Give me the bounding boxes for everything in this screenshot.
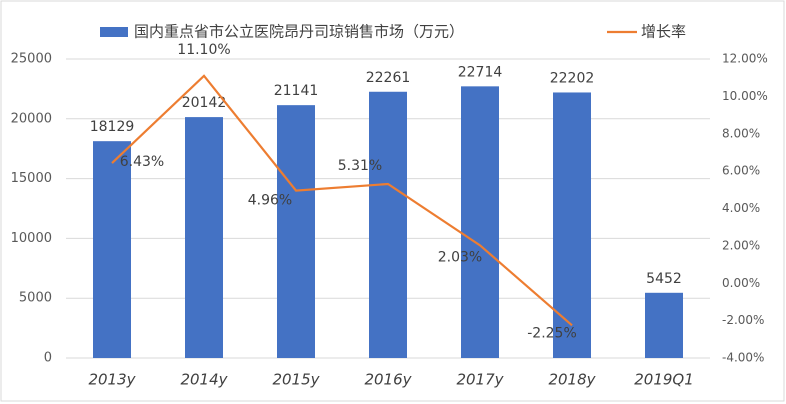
line-value-label: 2.03% xyxy=(438,249,482,265)
y2-tick-label: 4.00% xyxy=(722,201,760,215)
x-tick-label: 2017y xyxy=(456,371,504,389)
x-tick-label: 2013y xyxy=(88,371,136,389)
legend-swatch xyxy=(100,27,128,37)
bar-value-label: 22261 xyxy=(366,70,411,86)
y-tick-label: 10000 xyxy=(11,231,52,246)
y-tick-label: 0 xyxy=(44,351,52,366)
y-tick-label: 5000 xyxy=(19,291,52,306)
y2-tick-label: 8.00% xyxy=(722,126,760,140)
line-value-label: 6.43% xyxy=(120,154,164,170)
line-value-label: 4.96% xyxy=(248,193,292,209)
y2-tick-label: 2.00% xyxy=(722,238,760,252)
bar-value-label: 22714 xyxy=(458,64,503,80)
legend-label: 国内重点省市公立医院昂丹司琼销售市场（万元） xyxy=(134,23,464,41)
y2-tick-label: 10.00% xyxy=(722,89,768,103)
line-value-label: -2.25% xyxy=(527,325,577,341)
bar xyxy=(277,105,315,358)
bar-value-label: 21141 xyxy=(274,83,319,99)
bar-value-label: 18129 xyxy=(90,119,135,135)
y-tick-label: 15000 xyxy=(11,171,52,186)
bar xyxy=(93,141,131,358)
y2-tick-label: -2.00% xyxy=(722,313,764,327)
x-tick-label: 2015y xyxy=(272,371,320,389)
y2-tick-label: 12.00% xyxy=(722,52,768,66)
bar-value-label: 5452 xyxy=(646,271,682,287)
y2-tick-label: -4.00% xyxy=(722,351,764,365)
bar xyxy=(185,117,223,358)
y-tick-label: 20000 xyxy=(11,111,52,126)
x-tick-label: 2016y xyxy=(364,371,412,389)
bar-value-label: 20142 xyxy=(182,95,227,111)
bar xyxy=(645,292,683,358)
line-value-label: 11.10% xyxy=(177,42,230,58)
bar xyxy=(461,86,499,358)
y2-tick-label: 0.00% xyxy=(722,276,760,290)
line-value-label: 5.31% xyxy=(338,158,382,174)
bar xyxy=(369,91,407,359)
x-tick-label: 2019Q1 xyxy=(634,371,694,389)
line xyxy=(111,74,573,327)
y2-tick-label: 6.00% xyxy=(722,164,760,178)
bar xyxy=(553,92,591,358)
bar-value-label: 22202 xyxy=(550,70,595,86)
x-tick-label: 2014y xyxy=(180,371,228,389)
y-tick-label: 25000 xyxy=(11,52,52,67)
legend-label: 增长率 xyxy=(641,23,686,41)
x-tick-label: 2018y xyxy=(548,371,596,389)
